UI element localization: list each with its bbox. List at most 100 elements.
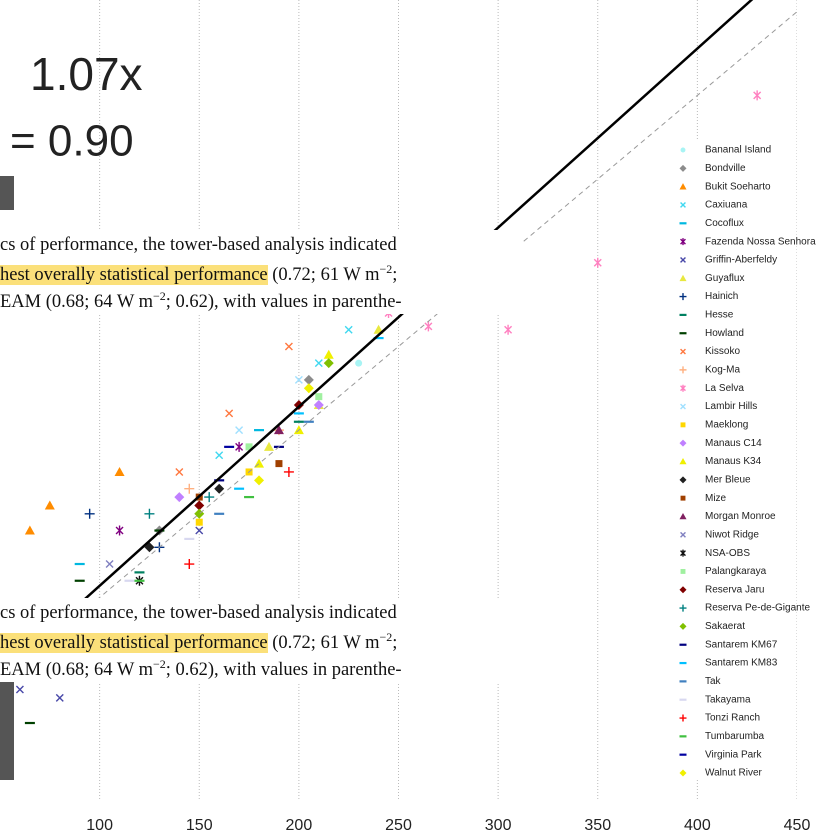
point: [345, 326, 352, 333]
x-tick-label: 150: [186, 817, 213, 834]
legend-label: Virginia Park: [705, 749, 763, 760]
legend-label: Howland: [705, 328, 744, 339]
point: [285, 343, 292, 350]
text: (0.72; 61 W m: [268, 265, 380, 285]
legend-label: Mize: [705, 493, 727, 504]
x-tick-label: 200: [286, 817, 313, 834]
image-fragment: [0, 680, 14, 780]
legend-label: NSA-OBS: [705, 548, 750, 559]
point: [236, 427, 243, 434]
point: [304, 383, 314, 393]
x-tick-label: 250: [385, 817, 412, 834]
text-snippet: cs of performance, the tower-based analy…: [0, 598, 522, 682]
legend-marker: [681, 569, 686, 574]
legend-label: Bukit Soeharto: [705, 181, 771, 192]
legend-label: Guyaflux: [705, 273, 744, 284]
text: ; 0.62), with values in parenthe-: [166, 292, 402, 312]
legend-marker: [681, 148, 686, 153]
chart: 1.07x = 0.90 Bananal Island Bondville Buki…: [0, 0, 817, 836]
legend-label: Manaus K34: [705, 456, 762, 467]
text-line: hest overally statistical performance (0…: [0, 630, 397, 654]
point: [174, 492, 184, 502]
legend-label: Hainich: [705, 291, 738, 302]
point: [324, 358, 334, 368]
point: [264, 442, 274, 451]
x-tick-label: 450: [784, 817, 811, 834]
x-tick-label: 100: [86, 817, 113, 834]
legend-label: Takayama: [705, 694, 751, 705]
legend-label: La Selva: [705, 383, 744, 394]
legend-label: Maeklong: [705, 419, 748, 430]
page: 1.07x = 0.90 Bananal Island Bondville Buki…: [0, 0, 817, 836]
text-line: hest overally statistical performance (0…: [0, 262, 397, 286]
legend-label: Bananal Island: [705, 145, 771, 156]
legend-label: Bondville: [705, 163, 746, 174]
point: [204, 492, 214, 502]
legend-label: Sakaerat: [705, 621, 745, 632]
fit-label: 1.07x: [30, 48, 143, 100]
legend-label: Tak: [705, 676, 722, 687]
point: [45, 500, 55, 509]
point: [56, 694, 63, 701]
highlight: hest overally statistical performance: [0, 265, 268, 285]
legend-label: Reserva Jaru: [705, 584, 764, 595]
legend-label: Morgan Monroe: [705, 511, 776, 522]
legend-label: Tumbarumba: [705, 731, 765, 742]
legend-label: Santarem KM67: [705, 639, 778, 650]
point: [425, 321, 432, 331]
point: [295, 376, 302, 383]
legend-label: Niwot Ridge: [705, 529, 759, 540]
point: [355, 360, 362, 367]
point: [594, 258, 601, 268]
point: [115, 467, 125, 476]
image-fragment: [0, 176, 14, 210]
legend-label: Manaus C14: [705, 438, 762, 449]
text-line: EAM (0.68; 64 W m−2; 0.62), with values …: [0, 289, 402, 313]
text: EAM (0.68; 64 W m: [0, 292, 153, 312]
point: [184, 484, 194, 494]
legend-label: Griffin-Aberfeldy: [705, 255, 777, 266]
point: [275, 460, 282, 467]
point: [106, 561, 113, 568]
legend-label: Reserva Pe-de-Gigante: [705, 603, 810, 614]
point: [315, 360, 322, 367]
x-tick-label: 300: [485, 817, 512, 834]
legend-label: Fazenda Nossa Senhora: [705, 236, 816, 247]
point: [196, 519, 203, 526]
point: [16, 686, 23, 693]
legend-label: Kog-Ma: [705, 365, 740, 376]
text: ;: [392, 265, 397, 285]
x-tick-label: 400: [684, 817, 711, 834]
text-snippet: cs of performance, the tower-based analy…: [0, 230, 522, 314]
legend-label: Palangkaraya: [705, 566, 767, 577]
legend-marker: [681, 422, 686, 427]
point: [324, 350, 334, 359]
point: [216, 452, 223, 459]
legend-label: Mer Bleue: [705, 474, 751, 485]
text-line: cs of performance, the tower-based analy…: [0, 235, 397, 256]
legend-label: Cocoflux: [705, 218, 744, 229]
text-line: cs of performance, the tower-based analy…: [0, 603, 397, 624]
point: [505, 325, 512, 335]
point: [25, 526, 35, 535]
point: [144, 509, 154, 519]
point: [254, 475, 264, 485]
highlight: hest overally statistical performance: [0, 633, 268, 653]
superscript: −2: [153, 657, 166, 671]
text: (0.72; 61 W m: [268, 633, 380, 653]
superscript: −2: [380, 262, 393, 276]
r-squared-label: = 0.90: [10, 117, 134, 166]
point: [236, 442, 243, 452]
text: ;: [392, 633, 397, 653]
point: [214, 484, 224, 494]
legend-marker: [681, 496, 686, 501]
legend-label: Santarem KM83: [705, 658, 778, 669]
superscript: −2: [153, 289, 166, 303]
point: [184, 559, 194, 569]
legend-label: Kissoko: [705, 346, 740, 357]
legend-label: Lambir Hills: [705, 401, 757, 412]
point: [226, 410, 233, 417]
point: [85, 509, 95, 519]
point: [754, 90, 761, 100]
legend-label: Caxiuana: [705, 200, 748, 211]
